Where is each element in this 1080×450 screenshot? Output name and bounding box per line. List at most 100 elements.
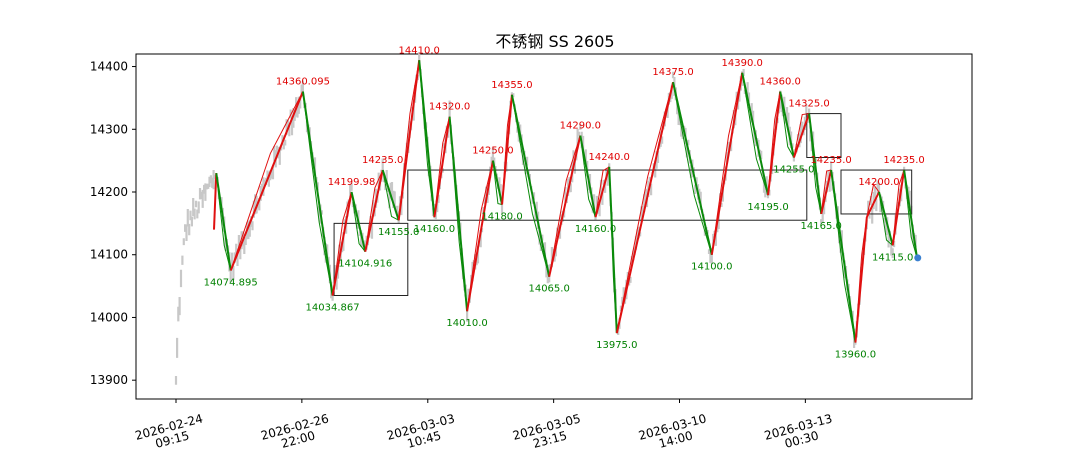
zigzag-up-segment (891, 169, 906, 246)
trough-label: 14160.0 (414, 224, 455, 235)
trough-label: 14100.0 (691, 262, 732, 273)
trough-label: 14165.0 (801, 221, 842, 232)
zigzag-down-segment (418, 60, 436, 218)
pivot-labels: 14074.895 14360.095 14034.867 14199.98 14104… (204, 45, 925, 360)
zigzag-up-segment (792, 113, 811, 158)
peak-label: 14390.0 (722, 58, 763, 69)
trough-label: 14010.0 (446, 318, 487, 329)
peak-label: 14199.98 (328, 177, 376, 188)
zigzag-up-segment (710, 72, 744, 255)
trough-label: 13960.0 (835, 350, 876, 361)
last-price-marker-layer (914, 254, 922, 262)
thin-down-line (351, 191, 366, 252)
y-axis: 13900 14000 14100 14200 14300 14400 (90, 60, 136, 387)
y-tick-label: 14300 (90, 122, 128, 136)
consolidation-box (407, 169, 808, 221)
zigzag-up-segment (820, 169, 833, 215)
trough-label: 13975.0 (596, 340, 637, 351)
zigzag-up-segment (433, 116, 451, 218)
zigzag-up-segment (865, 191, 880, 218)
trough-label: 14155.0 (378, 227, 419, 238)
peak-label: 14375.0 (652, 67, 693, 78)
peak-label: 14290.0 (560, 121, 601, 132)
peak-label: 14200.0 (858, 177, 899, 188)
peak-label: 14250.0 (472, 146, 513, 157)
x-tick-label: 2026-03-0310:45 (385, 411, 459, 450)
zigzag-down-segment (608, 166, 618, 334)
peak-label: 14235.0 (883, 155, 924, 166)
peak-label: 14240.0 (589, 152, 630, 163)
thin-up-line (793, 113, 810, 158)
zigzag-down-segment (510, 94, 551, 277)
thin-down-line (779, 91, 795, 158)
y-tick-label: 14200 (90, 185, 128, 199)
zigzag-down-segment (491, 160, 504, 205)
zigzag-down-segment (830, 169, 857, 343)
peak-label: 14235.0 (362, 155, 403, 166)
zigzag-up-segment (615, 82, 675, 334)
zigzag-down-segment (903, 169, 918, 259)
consolidation-box (806, 113, 842, 159)
thin-up-line (595, 166, 610, 218)
peak-label: 14410.0 (399, 45, 440, 56)
zigzag-down-segment (448, 116, 469, 312)
thin-down-line (511, 94, 550, 277)
thin-up-line (364, 169, 384, 252)
zigzag-segments (213, 60, 918, 343)
trough-label: 14115.0 (872, 252, 913, 263)
zigzag-up-segment (854, 217, 868, 343)
thin-down-line (382, 169, 399, 221)
zigzag-down-segment (779, 91, 795, 158)
plot-area (135, 53, 973, 400)
thin-down-line (741, 72, 769, 196)
trough-label: 14255.0 (773, 165, 814, 176)
zigzag-up-segment (397, 60, 421, 221)
zigzag-up-segment (501, 94, 513, 205)
trough-label: 14074.895 (204, 277, 258, 288)
zigzag-up-segment (466, 160, 494, 312)
trough-label: 14065.0 (528, 284, 569, 295)
thin-up-line (332, 191, 353, 296)
thin-up-line (230, 91, 304, 271)
thin-down-line (878, 191, 894, 246)
peak-label: 14325.0 (788, 99, 829, 110)
x-axis: 2026-02-2409:15 2026-02-2622:00 2026-03-03… (133, 399, 834, 450)
thin-up-line (548, 135, 581, 277)
trough-label: 14160.0 (575, 224, 616, 235)
thin-down-line (672, 82, 713, 255)
zigzag-down-segment (579, 135, 597, 218)
zigzag-down-segment (350, 191, 367, 252)
zigzag-down-segment (381, 169, 400, 221)
trough-label: 14034.867 (306, 303, 360, 314)
thin-down-line (579, 135, 596, 218)
thin-up-line (466, 160, 494, 312)
zigzag-down-segment (808, 113, 823, 215)
thin-up-line (711, 72, 743, 255)
zigzag-down-segment (301, 91, 334, 296)
thin-up-line (616, 82, 674, 334)
y-tick-label: 14000 (90, 310, 128, 324)
thin-down-line (492, 160, 503, 206)
y-tick-label: 14100 (90, 248, 128, 262)
zigzag-up-segment (213, 173, 218, 230)
y-tick-label: 14400 (90, 60, 128, 74)
zigzag-up-segment (594, 166, 611, 218)
peak-label: 14360.0 (760, 77, 801, 88)
zigzag-up-segment (331, 191, 353, 296)
zigzag-down-segment (672, 82, 713, 255)
thin-up-line (866, 183, 880, 218)
y-tick-label: 13900 (90, 373, 128, 387)
x-tick-label: 2026-03-0523:15 (511, 411, 585, 450)
last-price-marker (914, 254, 922, 262)
x-tick-label: 2026-02-2622:00 (259, 411, 333, 450)
peak-label: 14235.0 (810, 155, 851, 166)
x-tick-label: 2026-02-2409:15 (133, 411, 207, 450)
trough-label: 14180.0 (481, 212, 522, 223)
x-tick-label: 2026-03-1014:00 (637, 411, 711, 450)
thin-up-line (820, 169, 832, 215)
peak-label: 14355.0 (491, 80, 532, 91)
consolidation-box (840, 169, 913, 215)
chart-title: 不锈钢 SS 2605 (495, 32, 614, 51)
zigzag-up-segment (229, 91, 304, 271)
